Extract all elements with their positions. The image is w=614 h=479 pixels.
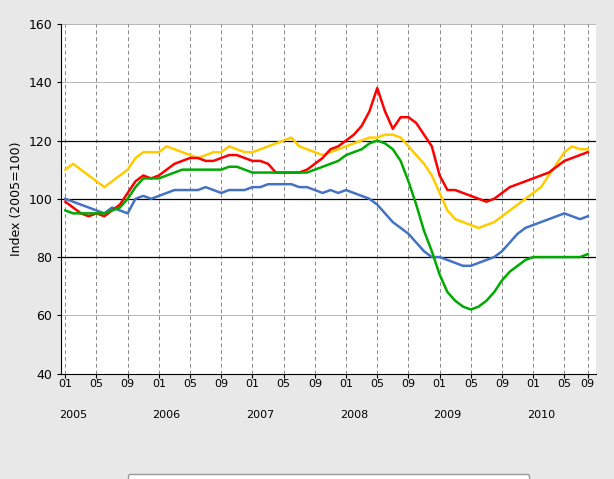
Text: 2008: 2008: [340, 410, 368, 420]
Text: 2009: 2009: [433, 410, 462, 420]
Legend: Textil- och beklädnadsvarutillverkning, Pappers- och pappersvarutillverkning, De: Textil- och beklädnadsvarutillverkning, …: [128, 474, 529, 479]
Text: 2007: 2007: [246, 410, 274, 420]
Y-axis label: Index (2005=100): Index (2005=100): [10, 141, 23, 256]
Text: 2006: 2006: [153, 410, 181, 420]
Text: 2005: 2005: [59, 410, 87, 420]
Text: 2010: 2010: [527, 410, 555, 420]
